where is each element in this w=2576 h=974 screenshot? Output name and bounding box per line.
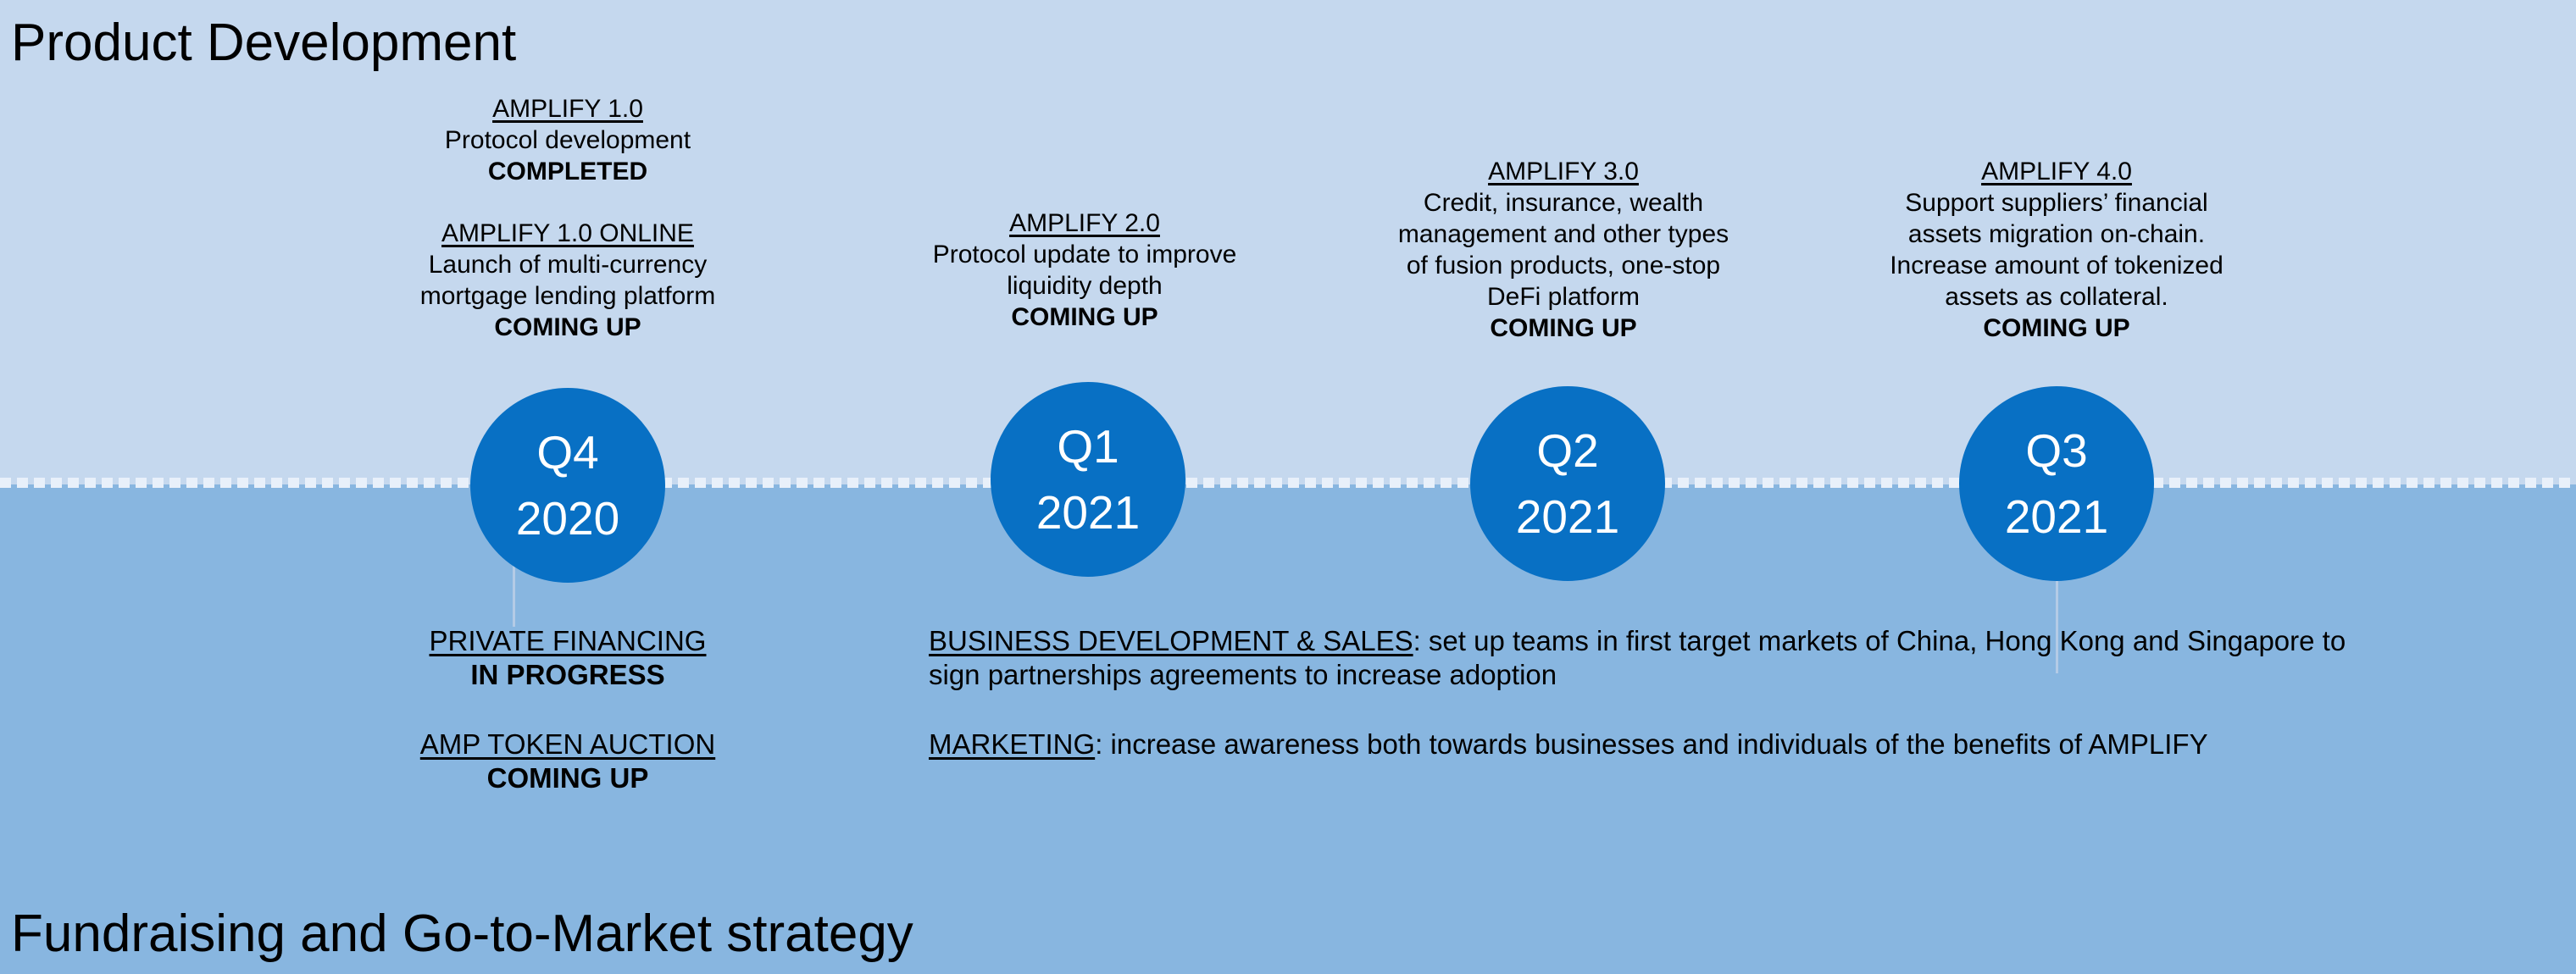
connector-line-q3 (2056, 542, 2058, 673)
milestone-status: COMING UP (1011, 303, 1158, 331)
gtm-marketing: MARKETING: increase awareness both towar… (929, 728, 2369, 761)
milestone-status: COMING UP (1983, 314, 2130, 342)
milestone-description: Protocol update to improve (932, 241, 1237, 268)
milestone-description: Increase amount of tokenized (1890, 252, 2223, 279)
gtm-business-development: BUSINESS DEVELOPMENT & SALES: set up tea… (929, 624, 2369, 692)
milestone-description: mortgage lending platform (419, 282, 716, 310)
milestone-status: COMING UP (494, 313, 641, 341)
milestone-description: Protocol development (444, 126, 691, 154)
year-label: 2020 (515, 492, 620, 545)
fundraising-item-title: PRIVATE FINANCING (429, 625, 707, 656)
milestone-description: DeFi platform (1486, 283, 1641, 311)
milestone-description: management and other types (1397, 220, 1729, 248)
fundraising-block-q4-2020: PRIVATE FINANCING IN PROGRESS AMP TOKEN … (364, 624, 771, 795)
year-label: 2021 (1035, 486, 1141, 539)
timeline-node-q4-2020: Q4 2020 (470, 388, 665, 583)
milestone-description: Credit, insurance, wealth (1423, 189, 1704, 217)
milestone-description: Support suppliers’ financial (1905, 189, 2208, 217)
connector-line-q4 (513, 542, 515, 627)
milestone-title: AMPLIFY 1.0 ONLINE (441, 219, 694, 247)
timeline-node-q3-2021: Q3 2021 (1959, 386, 2154, 581)
milestone-status: COMPLETED (487, 158, 648, 185)
milestone-title: AMPLIFY 4.0 (1981, 158, 2132, 185)
product-block-q3-2021: AMPLIFY 4.0 Support suppliers’ financial… (1853, 156, 2260, 344)
fundraising-item-status: COMING UP (486, 762, 649, 794)
gtm-item-title: MARKETING (929, 728, 1096, 760)
quarter-label: Q1 (1057, 419, 1119, 473)
milestone-description: Launch of multi-currency (428, 251, 708, 279)
year-label: 2021 (2004, 490, 2109, 543)
timeline-dashed-line (0, 478, 2576, 488)
fundraising-band (0, 484, 2576, 974)
fundraising-title: Fundraising and Go-to-Market strategy (11, 905, 913, 963)
product-block-q4-2020: AMPLIFY 1.0 Protocol development COMPLET… (373, 93, 763, 343)
quarter-label: Q3 (2025, 423, 2088, 477)
fundraising-item-title: AMP TOKEN AUCTION (419, 728, 716, 760)
milestone-title: AMPLIFY 1.0 (492, 95, 643, 123)
gtm-item-text: : set up teams in first target markets o… (929, 625, 2346, 690)
milestone-description: liquidity depth (1007, 272, 1163, 300)
milestone-description: of fusion products, one-stop (1406, 252, 1721, 279)
milestone-title: AMPLIFY 2.0 (1009, 209, 1160, 237)
fundraising-item-status: IN PROGRESS (470, 659, 665, 690)
milestone-status: COMING UP (1490, 314, 1637, 342)
year-label: 2021 (1515, 490, 1620, 543)
product-development-title: Product Development (11, 14, 517, 72)
quarter-label: Q4 (536, 425, 599, 479)
milestone-description: assets as collateral. (1945, 283, 2168, 311)
milestone-title: AMPLIFY 3.0 (1488, 158, 1639, 185)
product-block-q2-2021: AMPLIFY 3.0 Credit, insurance, wealth ma… (1364, 156, 1763, 344)
product-block-q1-2021: AMPLIFY 2.0 Protocol update to improve l… (886, 208, 1284, 333)
quarter-label: Q2 (1536, 423, 1599, 477)
timeline-node-q1-2021: Q1 2021 (991, 382, 1185, 577)
gtm-item-title: BUSINESS DEVELOPMENT & SALES (929, 625, 1413, 656)
timeline-node-q2-2021: Q2 2021 (1470, 386, 1665, 581)
milestone-description: assets migration on-chain. (1907, 220, 2206, 248)
product-development-band (0, 0, 2576, 484)
gtm-item-text: : increase awareness both towards busine… (1095, 728, 2208, 760)
